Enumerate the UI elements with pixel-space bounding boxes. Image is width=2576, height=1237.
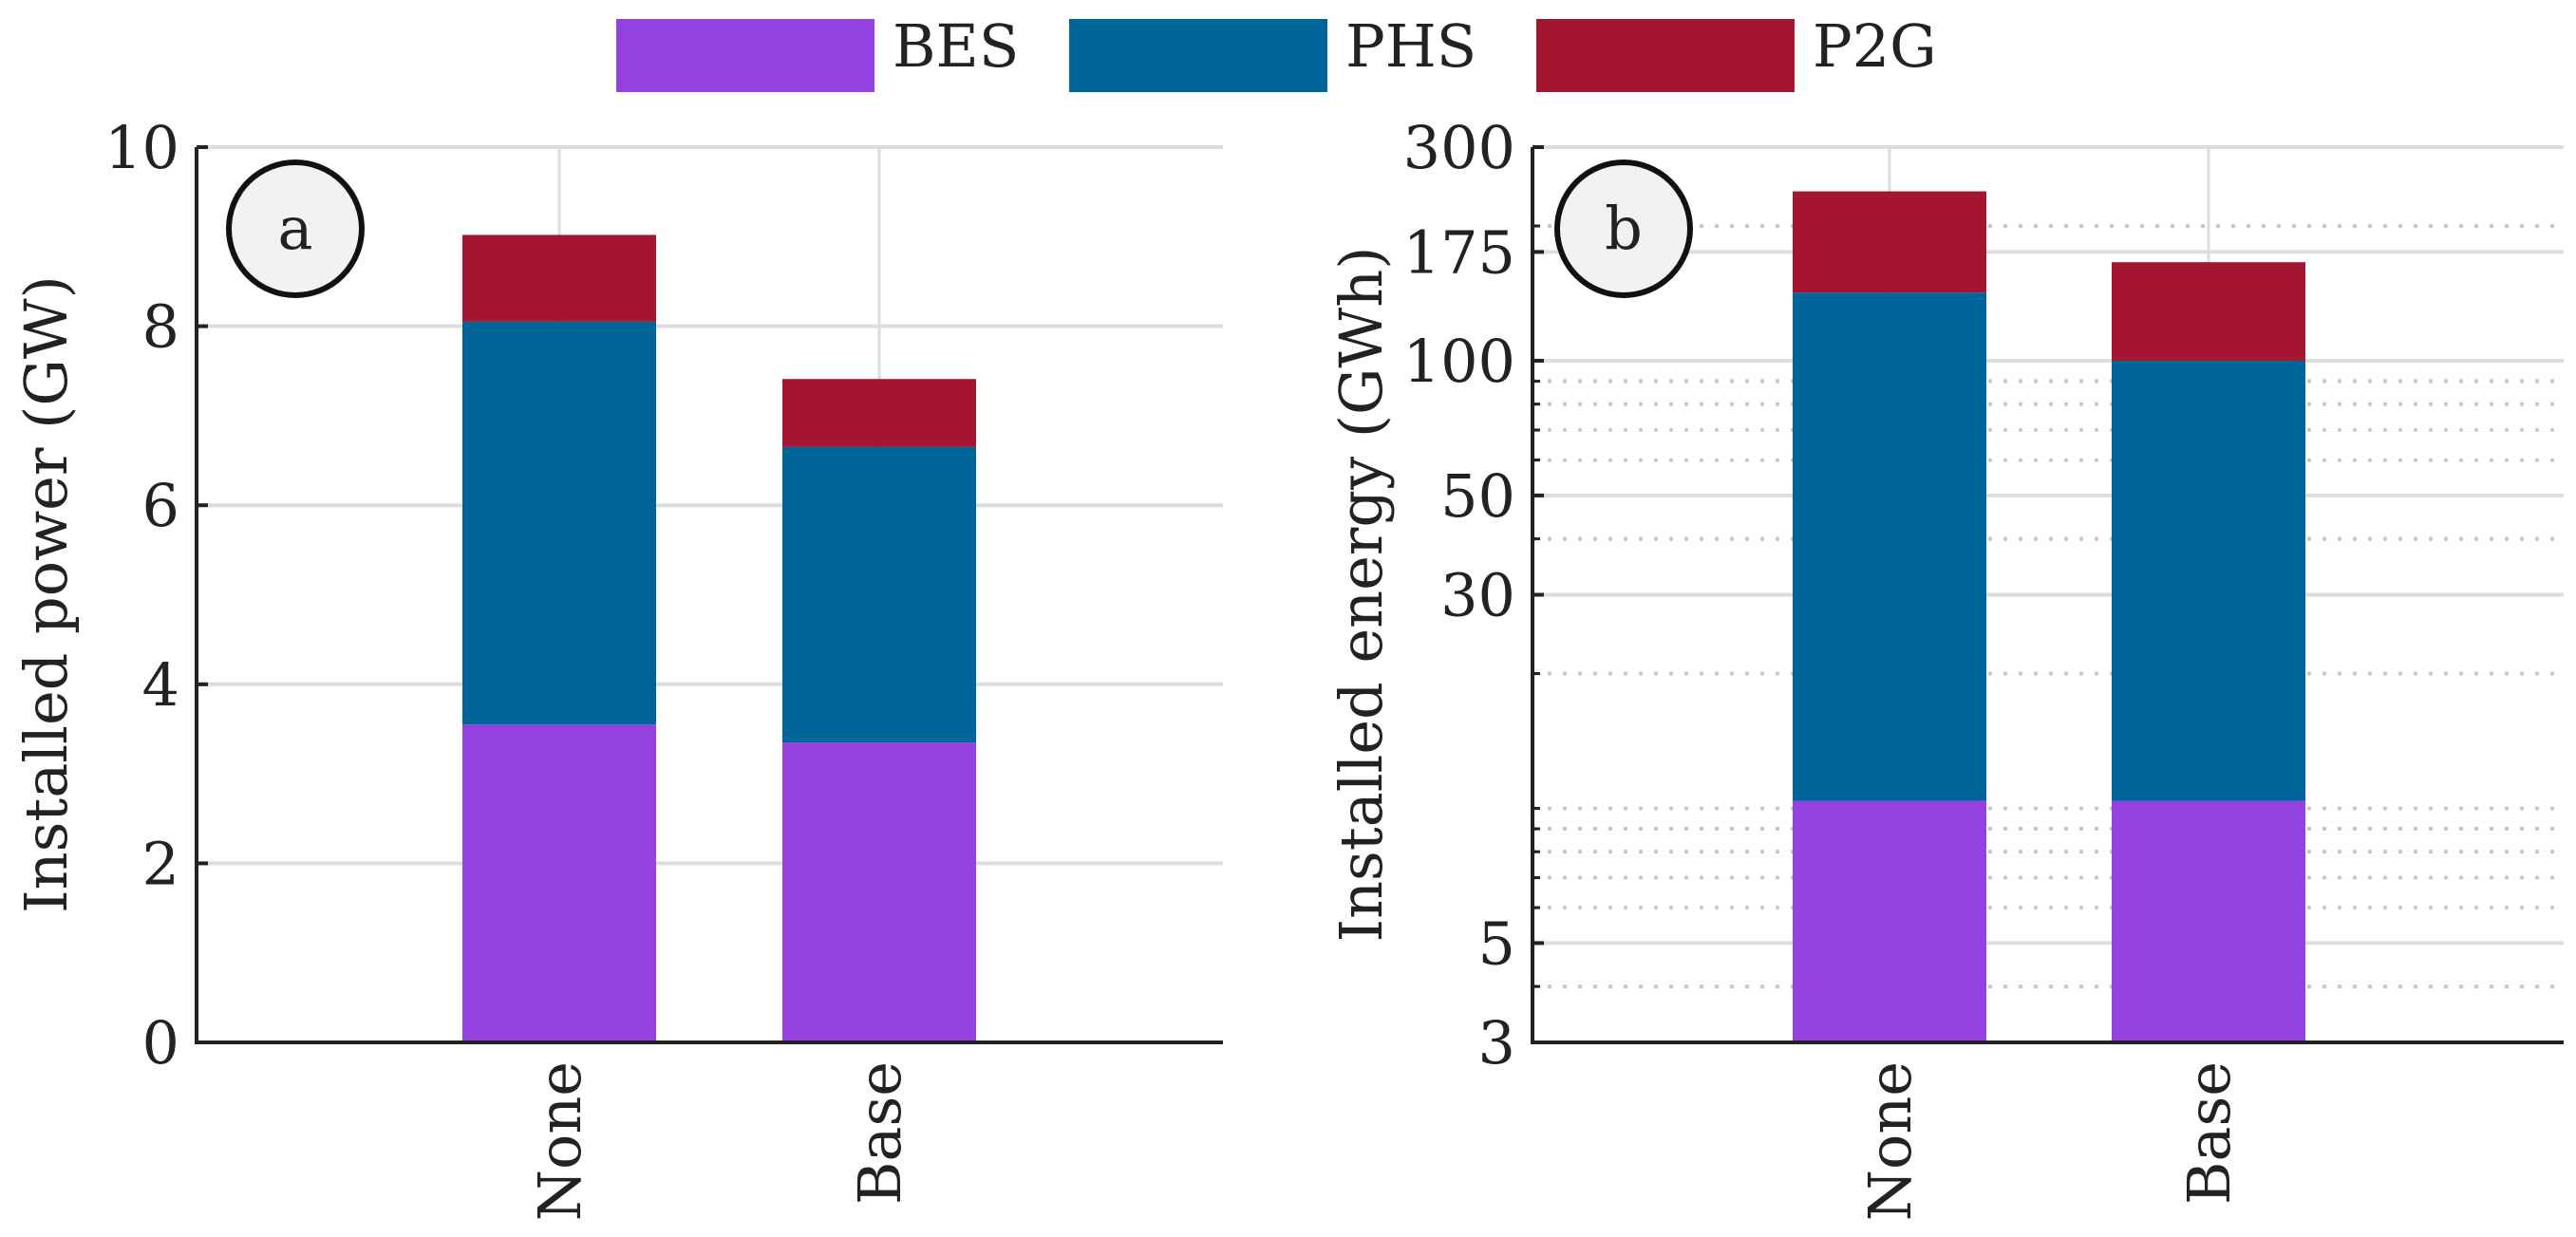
panel-b-bar-none-bes: [1793, 800, 1986, 1042]
panel-b-bar-base-p2g: [2112, 262, 2305, 361]
panel-a-bar-base-bes: [782, 742, 976, 1042]
panel-a-ytick-label-3: 6: [142, 471, 179, 540]
panel-b-label: b: [1605, 194, 1643, 263]
panel-b-installed-energy: 3 5 30 50 100 175 300 None Base b Installed ener…: [1326, 113, 2564, 1221]
legend-label-phs: PHS: [1345, 11, 1476, 81]
panel-b-xtick-label-0: None: [1855, 1061, 1925, 1221]
panel-a-bars: [462, 234, 976, 1042]
panel-a-bar-base-phs: [782, 446, 976, 743]
legend-swatch-phs: [1069, 19, 1327, 92]
panel-b-ytick-label-2: 30: [1440, 561, 1515, 630]
panel-b-badge: b: [1554, 159, 1693, 298]
panel-b-y-axis-title: Installed energy (GWh): [1326, 247, 1396, 943]
legend-swatch-bes: [616, 19, 874, 92]
legend-label-p2g: P2G: [1813, 11, 1937, 81]
panel-a-ytick-label-1: 2: [142, 829, 179, 898]
panel-b-bar-none-p2g: [1793, 191, 1986, 293]
panel-b-ytick-label-4: 100: [1403, 327, 1515, 396]
panel-a-ytick-label-5: 10: [104, 113, 179, 182]
panel-a-bar-none-phs: [462, 321, 656, 725]
panel-b-ytick-label-5: 175: [1403, 217, 1515, 287]
panel-a-xtick-label-1: Base: [845, 1061, 914, 1205]
panel-a-bar-base-p2g: [782, 379, 976, 447]
panel-b-ytick-label-1: 5: [1478, 909, 1515, 978]
panel-a-xtick-label-0: None: [525, 1061, 594, 1221]
panel-a-installed-power: 0 2 4 6 8 10 None Base a Installed power (GW): [11, 113, 1223, 1221]
panel-b-bars: [1793, 191, 2305, 1042]
panel-a-ytick-label-0: 0: [142, 1008, 179, 1078]
panel-a-ticks: 0 2 4 6 8 10 None Base: [104, 113, 914, 1221]
panel-a-ytick-label-4: 8: [142, 292, 179, 362]
panel-b-bar-base-phs: [2112, 360, 2305, 801]
panel-a-badge: a: [226, 159, 365, 298]
panel-b-ytick-label-0: 3: [1478, 1008, 1515, 1078]
panel-a-label: a: [278, 194, 313, 263]
panel-b-ytick-label-3: 50: [1440, 461, 1515, 531]
panel-b-bar-base-bes: [2112, 800, 2305, 1042]
panel-b-bar-none-phs: [1793, 292, 1986, 801]
legend-label-bes: BES: [893, 11, 1019, 81]
panel-b-ytick-label-6: 300: [1403, 113, 1515, 182]
panel-a-bar-none-bes: [462, 724, 656, 1042]
panel-a-bar-none-p2g: [462, 234, 656, 322]
panel-b-xtick-label-1: Base: [2174, 1061, 2244, 1205]
legend-swatch-p2g: [1536, 19, 1795, 92]
panel-a-ytick-label-2: 4: [142, 650, 179, 720]
panel-a-y-axis-title: Installed power (GW): [11, 275, 81, 913]
legend: BES PHS P2G: [616, 11, 1937, 92]
panel-b-ticks: 3 5 30 50 100 175 300 None Base: [1403, 113, 2244, 1221]
